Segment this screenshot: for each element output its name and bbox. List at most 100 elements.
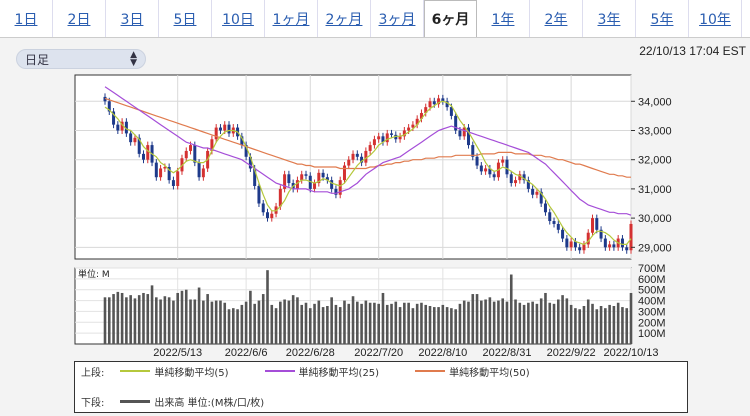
candle-body — [548, 212, 552, 222]
volume-unit-label: 単位: M — [78, 268, 110, 280]
candle-body — [338, 180, 342, 195]
volume-bar — [261, 294, 265, 344]
candle-body — [591, 218, 595, 233]
candle-body — [390, 133, 394, 135]
volume-bar — [266, 270, 269, 344]
candle-body — [351, 153, 355, 160]
volume-bar — [424, 304, 428, 344]
volume-bar — [458, 303, 462, 344]
volume-bar — [488, 297, 492, 344]
volume-bar — [244, 301, 248, 344]
volume-bar — [604, 308, 607, 344]
candle-body — [146, 145, 150, 160]
legend-volume-label: 出来高 単位:(M株/口/枚) — [154, 397, 265, 409]
legend-sma5: 単純移動平均(5) — [116, 364, 229, 379]
volume-bar — [522, 304, 526, 344]
candle-body — [197, 162, 201, 178]
volume-bar — [313, 303, 316, 344]
candle-body — [603, 238, 607, 248]
legend-sma50: 単純移動平均(50) — [411, 364, 530, 379]
volume-bar — [497, 300, 500, 344]
price-tick-label: 30,000 — [638, 213, 672, 225]
volume-tick-label: 200M — [638, 317, 666, 329]
price-tick-label: 29,000 — [638, 242, 672, 254]
candle-body — [313, 183, 317, 189]
price-tick-label: 34,000 — [638, 96, 672, 108]
tab-4[interactable]: 10日 — [212, 0, 265, 37]
interval-select[interactable]: 日足 ▲ ▼ — [16, 49, 146, 69]
candle-body — [419, 112, 423, 119]
candle-body — [629, 223, 633, 251]
candle-body — [437, 98, 441, 105]
candle-body — [569, 241, 573, 248]
candle-body — [586, 232, 590, 245]
volume-bar — [176, 292, 179, 344]
candle-body — [334, 188, 338, 195]
volume-bar — [432, 307, 436, 344]
candle-body — [300, 174, 304, 181]
volume-bar — [462, 300, 466, 344]
candle-body — [398, 136, 402, 140]
tab-0[interactable]: 1日 — [0, 0, 53, 37]
tab-7[interactable]: 3ヶ月 — [371, 0, 424, 37]
volume-tick-label: 100M — [638, 328, 666, 340]
volume-bar — [509, 274, 513, 344]
volume-bar — [565, 298, 569, 344]
candle-body — [342, 165, 346, 181]
volume-bar — [574, 308, 577, 344]
candle-body — [620, 238, 624, 248]
volume-bar — [394, 301, 398, 344]
candle-body — [248, 156, 252, 169]
candle-body — [159, 168, 163, 178]
date-tick-label: 2022/10/13 — [603, 347, 658, 359]
tab-9[interactable]: 1年 — [477, 0, 530, 37]
volume-bar — [569, 304, 573, 344]
candle-body — [445, 101, 449, 108]
candle-body — [120, 121, 124, 131]
volume-bar — [450, 308, 453, 344]
tab-13[interactable]: 10年 — [689, 0, 742, 37]
tab-3[interactable]: 5日 — [159, 0, 212, 37]
tab-1[interactable]: 2日 — [53, 0, 106, 37]
price-tick-label: 31,000 — [638, 184, 672, 196]
volume-bar — [539, 298, 543, 344]
tab-6[interactable]: 2ヶ月 — [318, 0, 371, 37]
candle-body — [270, 213, 274, 219]
volume-bar — [317, 300, 321, 344]
candle-body — [582, 244, 586, 251]
volume-bar — [193, 299, 197, 344]
candle-body — [107, 101, 111, 112]
candle-body — [214, 127, 218, 140]
volume-bar — [557, 299, 560, 344]
volume-bar — [535, 303, 539, 344]
volume-bar — [351, 296, 355, 344]
volume-bar — [403, 302, 406, 344]
tab-2[interactable]: 3日 — [106, 0, 159, 37]
volume-bar — [548, 302, 552, 344]
tab-11[interactable]: 3年 — [583, 0, 636, 37]
date-tick-label: 2022/8/10 — [418, 347, 467, 359]
sma5-line — [104, 100, 632, 246]
volume-bar — [518, 302, 522, 344]
volume-bar — [428, 306, 432, 344]
volume-bar — [616, 302, 620, 344]
tab-5[interactable]: 1ヶ月 — [265, 0, 318, 37]
volume-tick-label: 300M — [638, 306, 666, 318]
tab-10[interactable]: 2年 — [530, 0, 583, 37]
candle-body — [129, 133, 133, 143]
volume-bar — [223, 302, 227, 344]
candle-body — [531, 188, 535, 195]
tab-8[interactable]: 6ヶ月 — [424, 0, 477, 37]
volume-bar — [142, 292, 145, 344]
candle-body — [565, 238, 569, 248]
candle-body — [193, 145, 197, 163]
legend-upper-label: 上段: — [81, 367, 105, 379]
candle-body — [321, 172, 325, 178]
candle-body — [522, 174, 526, 181]
legend-lower-row: 下段: 出来高 単位:(M株/口/枚) — [81, 394, 278, 409]
tab-12[interactable]: 5年 — [636, 0, 689, 37]
candle-body — [116, 124, 120, 131]
candle-body — [154, 162, 158, 178]
volume-bar — [287, 300, 291, 344]
candle-body — [240, 136, 244, 146]
